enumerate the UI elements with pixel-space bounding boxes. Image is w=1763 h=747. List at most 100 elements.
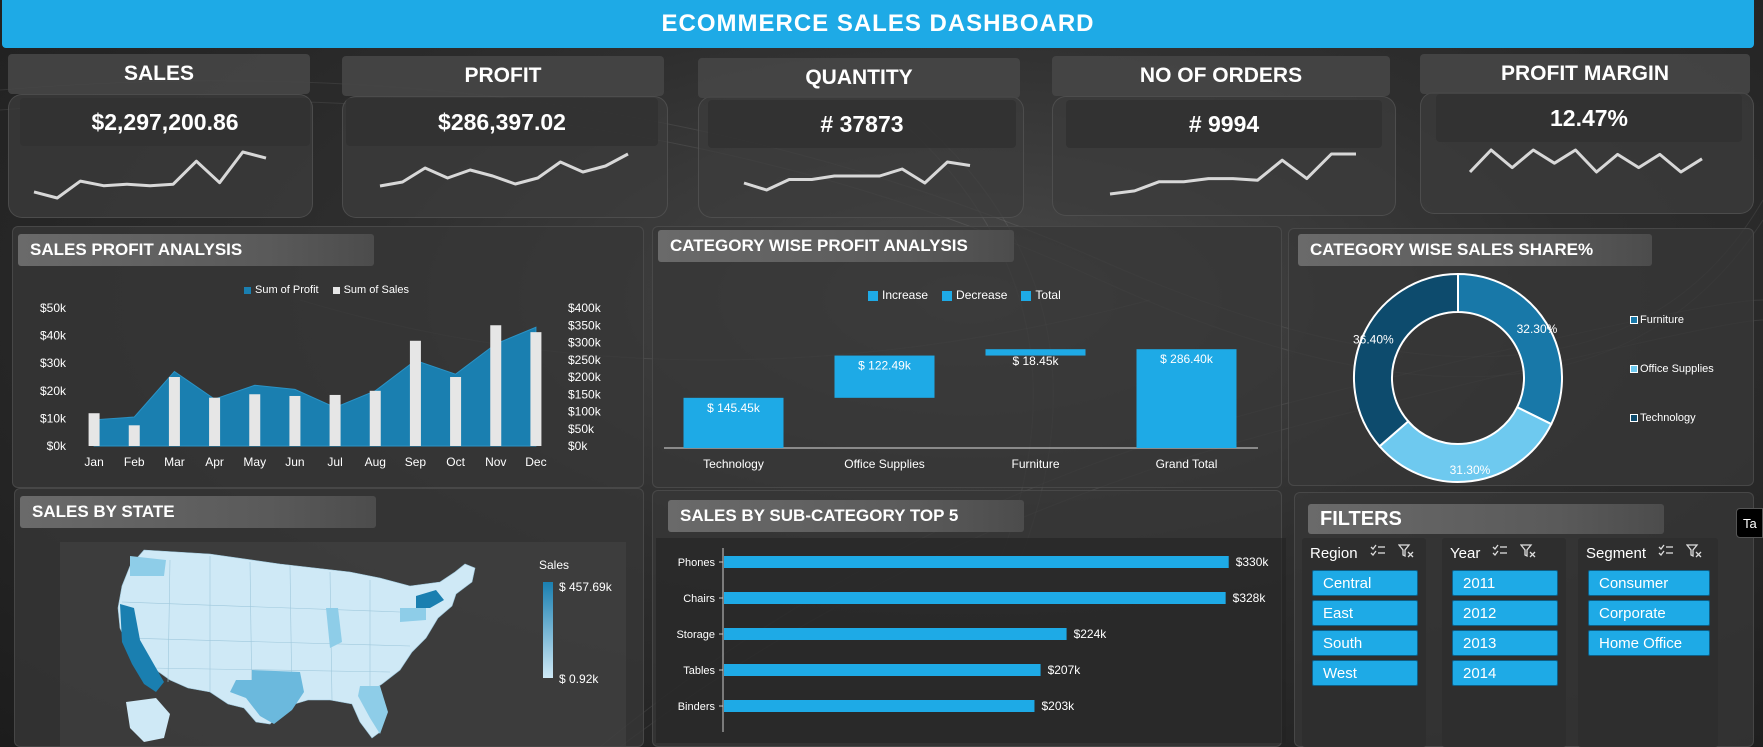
- donut-label-office-supplies: 31.30%: [1450, 463, 1491, 477]
- filter-option-2012[interactable]: 2012: [1452, 600, 1558, 626]
- filter-segment: Segment Consumer Corporate Home Office: [1578, 538, 1718, 747]
- filter-option-central[interactable]: Central: [1312, 570, 1418, 596]
- x-tick-label: Jun: [285, 455, 304, 469]
- map-legend-min: $ 0.92k: [559, 672, 599, 686]
- bar-binders: [724, 700, 1035, 712]
- multi-select-icon[interactable]: [1492, 544, 1508, 562]
- bar-value-storage: $224k: [1074, 627, 1108, 641]
- kpi-sparkline-profit-margin: [1468, 148, 1703, 174]
- sales-bar-mar: [168, 377, 180, 446]
- bar-phones: [724, 556, 1229, 568]
- map-state-texas[interactable]: [230, 670, 304, 724]
- filter-option-2014[interactable]: 2014: [1452, 660, 1558, 686]
- sales-bar-jan: [88, 413, 100, 446]
- filter-option-consumer[interactable]: Consumer: [1588, 570, 1710, 596]
- legend-profit: Sum of Profit: [244, 284, 319, 296]
- filter-year-label: Year: [1450, 544, 1481, 562]
- legend-item-furniture: Furniture: [1630, 314, 1684, 326]
- filter-option-east[interactable]: East: [1312, 600, 1418, 626]
- kpi-sparkline-line-profit-margin: [1468, 148, 1703, 174]
- sales-share-title: CATEGORY WISE SALES SHARE%: [1298, 234, 1652, 266]
- filter-option-2013[interactable]: 2013: [1452, 630, 1558, 656]
- multi-select-icon[interactable]: [1658, 544, 1674, 562]
- y-left-tick-label: $30k: [40, 356, 67, 370]
- clear-filter-icon[interactable]: [1397, 544, 1414, 562]
- y-right-tick-label: $250k: [568, 353, 602, 367]
- x-tick-label: Oct: [446, 455, 465, 469]
- sales-bar-may: [249, 394, 261, 446]
- map-state-florida[interactable]: [358, 686, 388, 734]
- kpi-value-sales: $2,297,200.86: [20, 98, 310, 146]
- legend-item-technology: Technology: [1630, 412, 1696, 424]
- filters-title: FILTERS: [1308, 504, 1664, 534]
- kpi-label-profit-margin: PROFIT MARGIN: [1420, 54, 1750, 94]
- sales-by-state-title: SALES BY STATE: [20, 496, 376, 528]
- legend-label: Furniture: [1640, 314, 1685, 326]
- filter-region: Region Central East South West: [1302, 538, 1426, 747]
- donut-slice-office-supplies: [1378, 405, 1553, 483]
- x-tick-label: Feb: [124, 455, 145, 469]
- x-tick-label: Apr: [205, 455, 224, 469]
- dashboard-title: ECOMMERCE SALES DASHBOARD: [2, 0, 1754, 48]
- legend-swatch: [1630, 365, 1638, 373]
- legend-sales: Sum of Sales: [332, 284, 409, 296]
- waterfall-label-grand-total: $ 286.40k: [1160, 352, 1214, 366]
- legend-label: Office Supplies: [1640, 363, 1714, 375]
- waterfall-bar-furniture: [985, 349, 1086, 356]
- x-tick-label: Furniture: [1011, 457, 1059, 471]
- y-right-tick-label: $100k: [568, 405, 602, 419]
- filter-option-south[interactable]: South: [1312, 630, 1418, 656]
- category-profit-chart: $ 145.45k Technology $ 122.49k Office Suppl…: [664, 349, 1258, 471]
- y-right-tick-label: $0k: [568, 439, 588, 453]
- x-tick-label: Jan: [84, 455, 103, 469]
- filter-segment-header: Segment: [1586, 544, 1726, 562]
- donut-slice-furniture: [1457, 272, 1563, 426]
- x-tick-label: Dec: [525, 455, 546, 469]
- multi-select-icon[interactable]: [1370, 544, 1386, 562]
- x-tick-label: Jul: [327, 455, 342, 469]
- filter-option-home-office[interactable]: Home Office: [1588, 630, 1710, 656]
- waterfall-bar-technology: [683, 397, 784, 448]
- us-map[interactable]: [60, 542, 626, 747]
- map-alaska[interactable]: [126, 698, 170, 742]
- bar-category-tables: Tables: [683, 665, 715, 677]
- x-tick-label: Technology: [703, 457, 764, 471]
- sales-bar-feb: [128, 425, 140, 446]
- kpi-sparkline-line-no-of-orders: [1109, 152, 1356, 196]
- y-right-tick-label: $400k: [568, 301, 602, 315]
- map-usa-shape[interactable]: [117, 549, 476, 739]
- sales-bar-sep: [409, 340, 421, 446]
- map-state-california[interactable]: [120, 604, 164, 692]
- bar-value-tables: $207k: [1048, 663, 1082, 677]
- filter-segment-label: Segment: [1586, 544, 1647, 562]
- bar-value-phones: $330k: [1236, 555, 1270, 569]
- map-state-illinois[interactable]: [326, 608, 342, 648]
- legend-swatch: [1630, 316, 1638, 324]
- kpi-label-no-of-orders: NO OF ORDERS: [1052, 56, 1390, 96]
- waterfall-label-technology: $ 145.45k: [707, 401, 761, 415]
- sales-bar-jul: [329, 394, 341, 446]
- edge-tab[interactable]: Ta: [1736, 508, 1763, 538]
- map-state-pennsylvania[interactable]: [400, 608, 426, 622]
- clear-filter-icon[interactable]: [1519, 544, 1536, 562]
- kpi-value-no-of-orders: # 9994: [1066, 100, 1382, 148]
- kpi-value-profit-margin: 12.47%: [1436, 94, 1742, 142]
- map-state-new-york[interactable]: [416, 590, 444, 608]
- kpi-sparkline-no-of-orders: [1109, 152, 1356, 196]
- map-state-washington[interactable]: [130, 556, 166, 576]
- filter-option-west[interactable]: West: [1312, 660, 1418, 686]
- legend-decrease: Decrease: [942, 288, 1007, 302]
- donut-label-furniture: 32.30%: [1517, 322, 1558, 336]
- bar-value-binders: $203k: [1041, 699, 1075, 713]
- filter-option-2011[interactable]: 2011: [1452, 570, 1558, 596]
- legend-increase-swatch: [868, 290, 878, 301]
- sales-bar-aug: [369, 390, 381, 446]
- kpi-value-quantity: # 37873: [708, 100, 1016, 148]
- filter-option-corporate[interactable]: Corporate: [1588, 600, 1710, 626]
- kpi-label-profit: PROFIT: [342, 56, 664, 96]
- clear-filter-icon[interactable]: [1685, 544, 1702, 562]
- y-left-tick-label: $40k: [40, 329, 67, 343]
- sales-bar-oct: [450, 377, 462, 446]
- kpi-value-profit: $286,397.02: [346, 98, 658, 146]
- map-legend-title: Sales: [539, 558, 570, 572]
